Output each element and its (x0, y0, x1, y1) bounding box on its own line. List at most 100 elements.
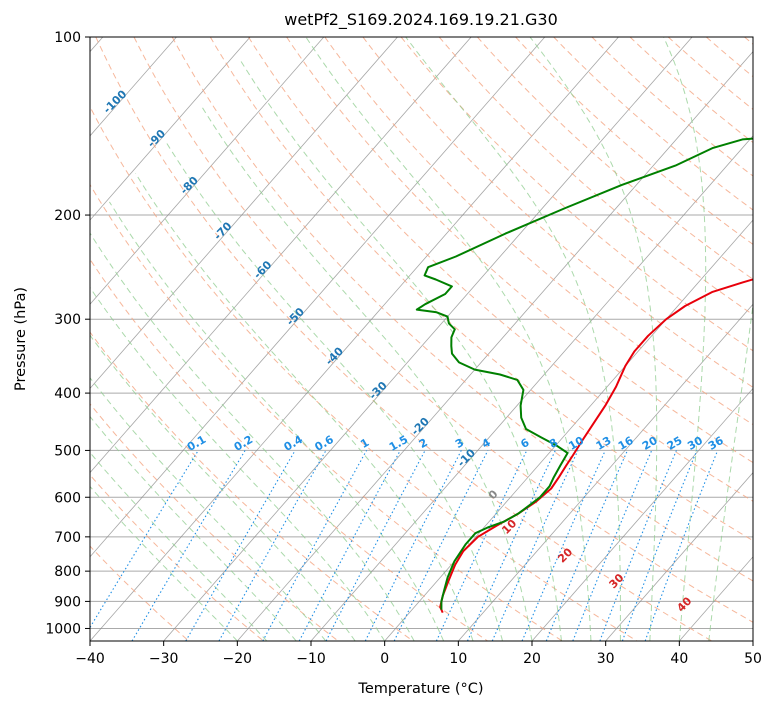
moist-adiabat (90, 415, 297, 641)
y-tick-label: 900 (54, 594, 81, 610)
dry-adiabat (90, 258, 488, 641)
x-tick-label: −40 (75, 651, 105, 667)
dry-adiabat (248, 37, 753, 502)
dry-adiabat (90, 105, 638, 641)
dry-adiabat (90, 403, 339, 641)
dry-adiabat (209, 37, 753, 542)
moist-adiabat (90, 376, 327, 641)
dry-adiabat-label: -50 (284, 305, 307, 328)
moist-adiabat-label: 40 (674, 594, 694, 614)
mixing-ratio-label: 8 (547, 436, 560, 451)
moist-adiabat (90, 286, 386, 641)
isotherm-line (90, 37, 398, 390)
y-tick-label: 1000 (45, 621, 81, 637)
moist-adiabat (199, 104, 533, 641)
mixing-ratio-line (491, 450, 579, 641)
moist-adiabat (90, 485, 238, 641)
isotherm-line (163, 37, 693, 641)
dry-adiabat (133, 37, 753, 623)
mixing-ratio-label: 4 (480, 436, 493, 451)
mixing-ratio-line (545, 450, 629, 641)
dry-adiabat-label: -80 (178, 174, 201, 197)
x-tick-label: 20 (523, 651, 541, 667)
x-tick-label: −30 (149, 651, 179, 667)
y-axis-title: Pressure (hPa) (13, 287, 29, 391)
isotherm-line (458, 303, 753, 641)
moist-adiabat (90, 334, 356, 641)
moist-adiabat (135, 173, 474, 641)
x-tick-label: 0 (380, 651, 389, 667)
moist-adiabat (90, 232, 415, 641)
x-tick-label: −20 (223, 651, 253, 667)
mixing-ratio-line (90, 450, 199, 629)
moist-adiabat (108, 201, 445, 641)
x-tick-label: 30 (597, 651, 615, 667)
moist-adiabat (663, 37, 707, 641)
mixing-ratio-line (599, 450, 677, 641)
dry-adiabat (286, 37, 753, 464)
mixing-ratio-line (325, 450, 426, 641)
y-tick-label: 300 (54, 312, 81, 328)
y-tick-label: 400 (54, 386, 81, 402)
dewpoint-profile (415, 137, 753, 610)
y-tick-label: 800 (54, 564, 81, 580)
dry-adiabat (438, 37, 753, 316)
dry-adiabat (667, 37, 753, 111)
isotherm-line (90, 37, 619, 641)
dry-adiabat (324, 37, 753, 426)
x-axis-title: Temperature (°C) (357, 681, 483, 697)
mixing-ratio-line (621, 450, 698, 641)
plot-frame (89, 36, 754, 642)
mixing-ratio-line (644, 450, 719, 641)
mixing-ratio-line (185, 450, 296, 641)
y-tick-label: 500 (54, 443, 81, 459)
mixing-ratio-line (572, 450, 653, 641)
moist-adiabat (405, 37, 621, 641)
dry-adiabat (90, 474, 264, 641)
mixing-ratio-label: 2 (417, 436, 430, 451)
isotherm-line (752, 640, 753, 641)
dry-adiabat-label: -90 (145, 127, 168, 150)
dry-adiabat-label: -30 (366, 379, 389, 402)
y-tick-label: 200 (54, 208, 81, 224)
mixing-ratio-line (364, 450, 462, 641)
dry-adiabat (362, 37, 753, 388)
series-layer (415, 137, 753, 614)
isotherm-line (90, 37, 325, 305)
mixing-ratio-line (393, 450, 489, 641)
dry-adiabat (744, 37, 753, 45)
dry-adiabat (629, 37, 753, 144)
temperature-profile (439, 278, 753, 614)
dry-adiabat (90, 183, 563, 641)
dry-adiabat (515, 37, 753, 245)
x-tick-label: 50 (744, 651, 762, 667)
moist-adiabat-label: 10 (499, 517, 519, 537)
moist-adiabat (708, 300, 753, 641)
y-tick-label: 100 (54, 30, 81, 46)
isotherm-line (90, 37, 472, 474)
mixing-ratio-line (262, 450, 368, 641)
mixing-ratio-line (521, 450, 606, 641)
dry-adiabat (591, 37, 753, 177)
isotherm-line (605, 472, 753, 641)
mixing-ratio-label: 6 (518, 436, 531, 451)
moist-adiabat (529, 37, 658, 641)
grid-layer (90, 37, 753, 641)
y-tick-label: 600 (54, 490, 81, 506)
dry-adiabat (400, 37, 753, 352)
moist-adiabat-label: 0 (486, 487, 501, 502)
dry-adiabat (705, 37, 753, 78)
axis-layer: −40 −30 −20 −10 0 10 20 30 40 5010020030040050060… (45, 30, 762, 667)
dry-adiabat-label: -40 (323, 344, 346, 367)
isotherm-line (90, 37, 546, 558)
mixing-ratio-line (298, 450, 401, 641)
dry-adiabat-label: -60 (251, 258, 274, 281)
chart-title: wetPf2_S169.2024.169.19.21.G30 (284, 10, 558, 30)
moist-adiabat (305, 37, 592, 641)
mixing-ratio-line (218, 450, 327, 641)
isotherm-line (384, 219, 753, 641)
x-tick-label: 10 (449, 651, 467, 667)
dry-adiabat (477, 37, 753, 280)
isotherm-line (310, 135, 753, 641)
